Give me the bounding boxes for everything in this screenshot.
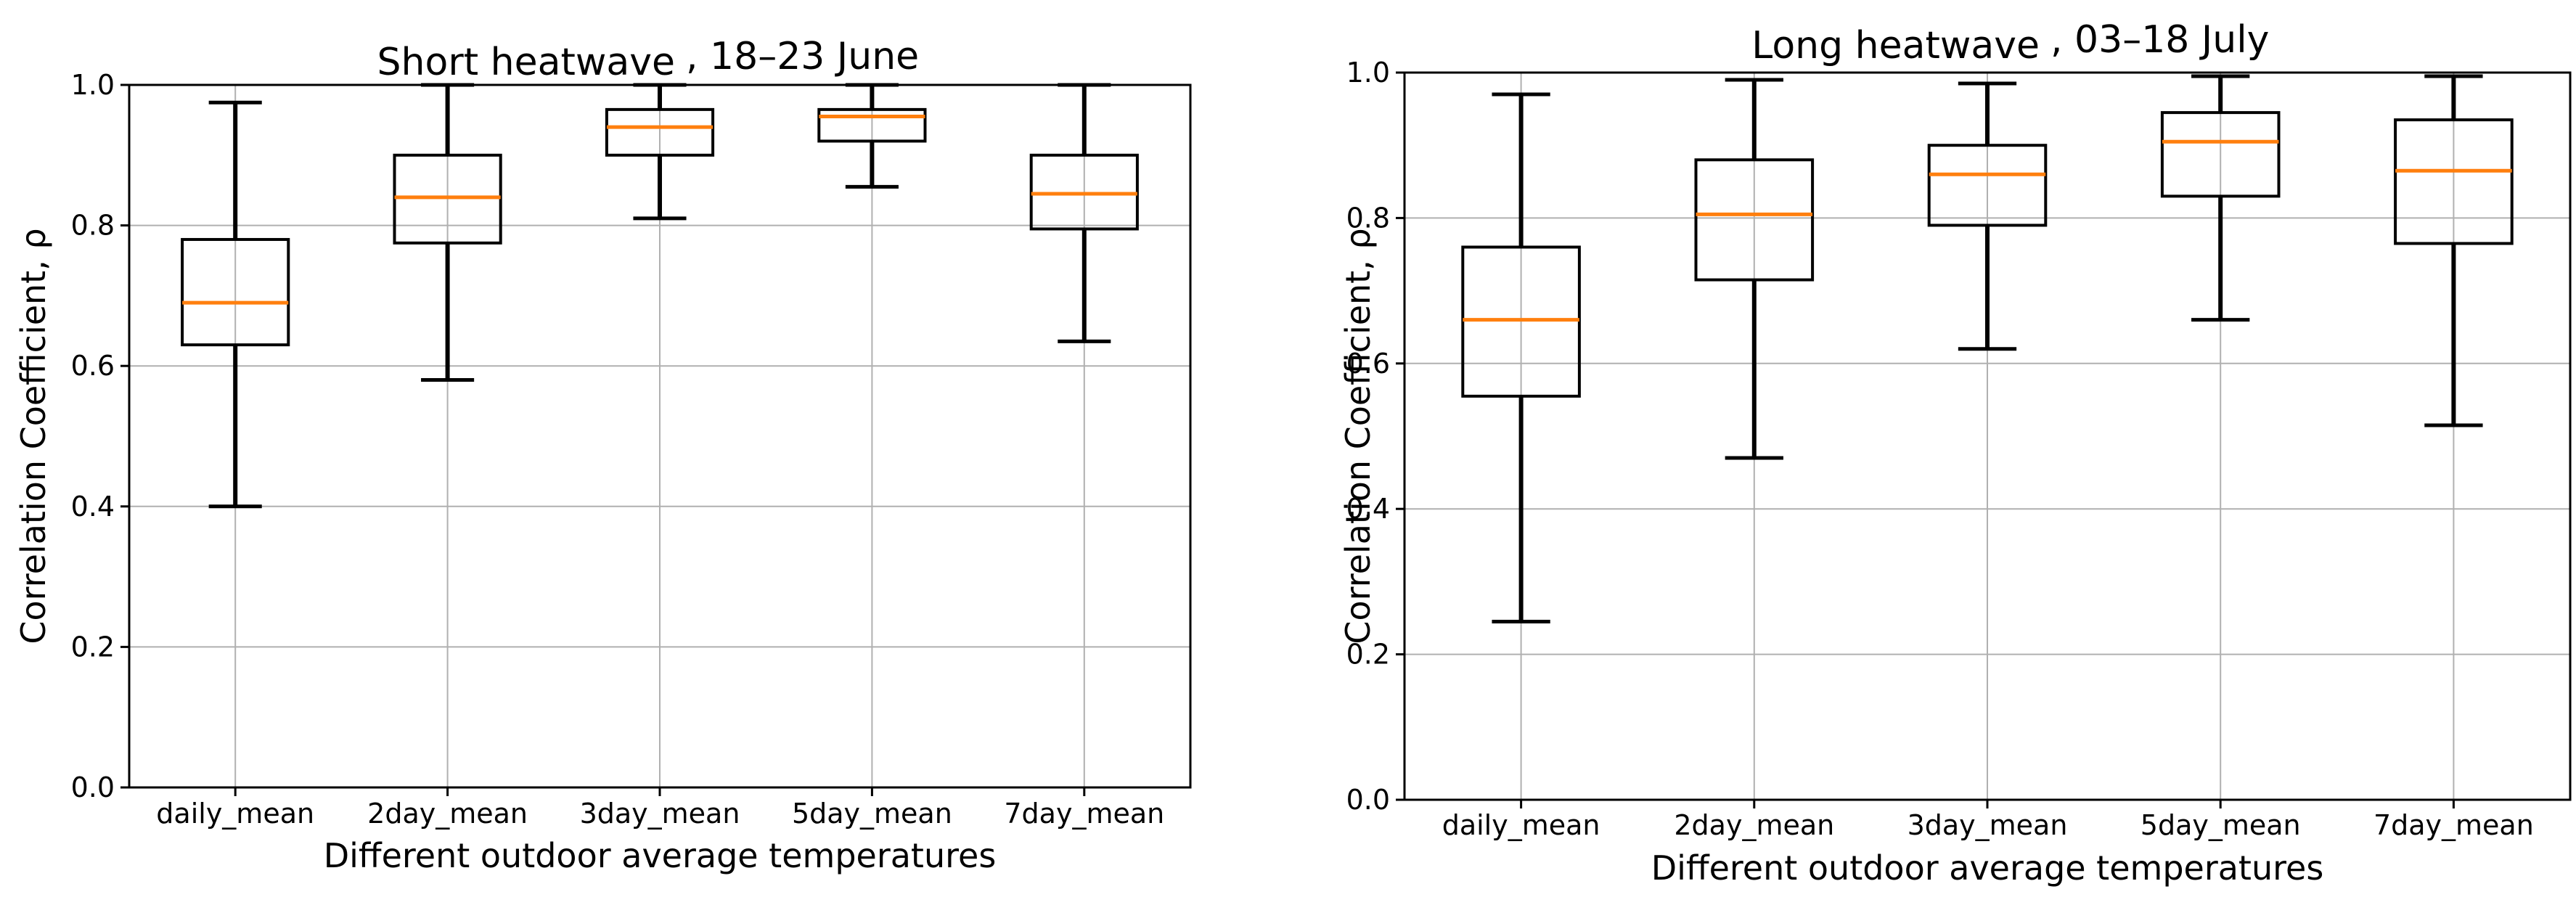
x-tick-label: daily_mean	[1442, 809, 1600, 841]
x-tick-label: daily_mean	[156, 798, 314, 830]
x-tick-label: 2day_mean	[1674, 809, 1834, 841]
x-tick-label: 7day_mean	[1004, 798, 1164, 830]
y-tick-label: 0.2	[1346, 639, 1390, 671]
box-iqr	[181, 237, 290, 347]
chart-long-heatwave: 0.0 0.2 0.4 0.6 0.8 1.0 daily_mean 2day_mean 3da…	[1338, 18, 2572, 888]
box-3day_mean	[1927, 81, 2048, 351]
box-daily_mean	[181, 100, 290, 509]
x-axis-label: Different outdoor average temperatures	[324, 836, 997, 875]
box-iqr	[2160, 111, 2281, 198]
x-tick-label: 5day_mean	[2140, 809, 2301, 841]
y-tick-label: 0.4	[1346, 493, 1390, 525]
y-axis-label: Correlation Coefficient, ρ	[1338, 228, 1378, 644]
box-iqr	[605, 107, 715, 157]
x-tick-label: 3day_mean	[580, 798, 740, 830]
y-tick-label: 0.0	[71, 771, 115, 803]
chart-short-heatwave: 0.0 0.2 0.4 0.6 0.8 1.0 daily_mean 2day_mean 3da…	[14, 35, 1192, 875]
chart-title: Long heatwave	[1751, 24, 2040, 67]
y-tick-label: 1.0	[71, 69, 115, 101]
box-daily_mean	[1461, 92, 1581, 624]
y-axis-label: Correlation Coefficient, ρ	[14, 228, 53, 644]
y-tick-label: 1.0	[1346, 57, 1390, 89]
y-tick-label: 0.6	[1346, 348, 1390, 380]
x-axis-label: Different outdoor average temperatures	[1651, 848, 2324, 888]
y-tick-label: 0.4	[71, 491, 115, 523]
box-iqr	[1694, 158, 1815, 282]
chart-subtitle: , 18–23 June	[686, 35, 919, 78]
box-iqr	[1461, 245, 1581, 398]
y-tick-label: 0.8	[1346, 202, 1390, 234]
y-tick-label: 0.6	[71, 350, 115, 382]
box-5day_mean	[2160, 74, 2281, 322]
chart-title: Short heatwave	[377, 41, 675, 84]
x-tick-label: 7day_mean	[2373, 809, 2534, 841]
box-iqr	[1927, 144, 2048, 227]
y-tick-label: 0.0	[1346, 784, 1390, 816]
y-tick-label: 0.2	[71, 631, 115, 663]
y-tick-label: 0.8	[71, 210, 115, 242]
x-tick-label: 5day_mean	[792, 798, 952, 830]
box-2day_mean	[1694, 78, 1815, 460]
x-tick-label: 3day_mean	[1908, 809, 2068, 841]
box-iqr	[817, 107, 927, 143]
box-7day_mean	[2394, 74, 2514, 427]
x-tick-label: 2day_mean	[367, 798, 528, 830]
box-iqr	[2394, 118, 2514, 245]
chart-subtitle: , 03–18 July	[2050, 18, 2269, 62]
